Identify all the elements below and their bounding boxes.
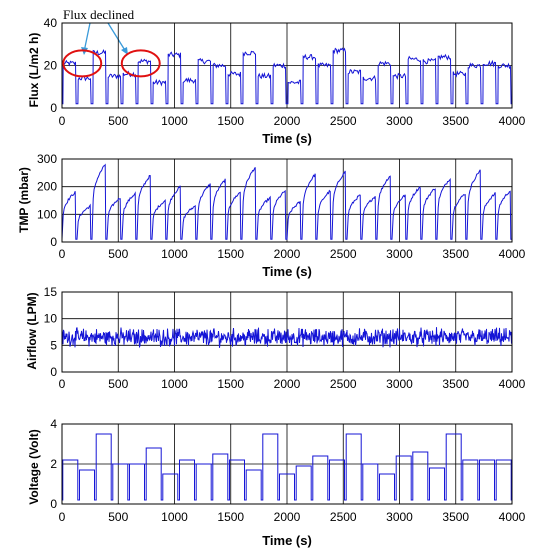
- flux-annotation-text: Flux declined: [63, 7, 135, 22]
- airflow-y-axis-label: Airflow (LPM): [25, 292, 39, 369]
- flux-x-tick-label: 4000: [499, 114, 526, 128]
- airflow-plot-frame: [61, 291, 513, 373]
- voltage-y-tick-label: 4: [50, 417, 57, 431]
- flux-x-tick-label: 2500: [330, 114, 357, 128]
- airflow-x-tick-label: 2000: [274, 377, 301, 391]
- voltage-x-tick-label: 2000: [274, 510, 301, 524]
- flux-x-axis-label: Time (s): [262, 131, 312, 146]
- voltage-y-tick-label: 0: [50, 497, 57, 511]
- tmp-y-tick-label: 100: [37, 207, 57, 221]
- flux-x-tick-label: 3500: [442, 114, 469, 128]
- tmp-x-tick-label: 1000: [161, 247, 188, 261]
- tmp-plot-frame: [61, 158, 513, 243]
- flux-x-tick-label: 2000: [274, 114, 301, 128]
- voltage-y-axis-label: Voltage (Volt): [27, 429, 41, 505]
- tmp-x-tick-label: 2000: [274, 247, 301, 261]
- airflow-series-line: [61, 327, 513, 349]
- flux-annotation-circle: [62, 49, 103, 78]
- flux-y-tick-label: 20: [44, 59, 58, 73]
- airflow-panel: Airflow (LPM) 0 500 1000 1500 2000 2500 3000 35…: [25, 285, 526, 391]
- tmp-y-tick-label: 200: [37, 180, 57, 194]
- tmp-x-tick-label: 3500: [442, 247, 469, 261]
- voltage-panel: Voltage (Volt) Time (s) 0 500 1000 1500 2000…: [27, 417, 526, 548]
- flux-x-tick-label: 3000: [386, 114, 413, 128]
- airflow-y-tick-label: 5: [50, 338, 57, 352]
- flux-annotation-circle: [120, 49, 161, 78]
- voltage-x-tick-label: 500: [108, 510, 128, 524]
- flux-series-line: [62, 47, 512, 105]
- airflow-x-tick-label: 4000: [499, 377, 526, 391]
- voltage-x-tick-label: 3000: [386, 510, 413, 524]
- voltage-x-tick-label: 4000: [499, 510, 526, 524]
- tmp-x-tick-label: 0: [59, 247, 66, 261]
- voltage-x-axis-label: Time (s): [262, 533, 312, 548]
- annotation-arrow-right: [107, 22, 127, 53]
- voltage-x-tick-label: 0: [59, 510, 66, 524]
- flux-x-tick-label: 1000: [161, 114, 188, 128]
- tmp-panel: TMP (mbar) Time (s) 0 500 1000 1500 2000 2500…: [17, 152, 526, 279]
- voltage-x-tick-label: 1500: [217, 510, 244, 524]
- annotation-arrowhead-right: [121, 47, 128, 55]
- airflow-x-tick-label: 1500: [217, 377, 244, 391]
- flux-y-axis-label: Flux (L/m2 h): [27, 33, 41, 108]
- voltage-x-tick-label: 1000: [161, 510, 188, 524]
- airflow-y-tick-label: 10: [44, 312, 58, 326]
- airflow-y-tick-label: 15: [44, 285, 58, 299]
- voltage-x-tick-label: 3500: [442, 510, 469, 524]
- flux-panel: Flux declined Flux (L/m2 h) Time (s) 0 50…: [27, 7, 526, 146]
- tmp-y-axis-label: TMP (mbar): [17, 167, 31, 233]
- airflow-x-tick-label: 1000: [161, 377, 188, 391]
- airflow-x-tick-label: 500: [108, 377, 128, 391]
- tmp-x-tick-label: 3000: [386, 247, 413, 261]
- tmp-y-tick-label: 300: [37, 152, 57, 166]
- airflow-x-tick-label: 3000: [386, 377, 413, 391]
- airflow-x-tick-label: 2500: [330, 377, 357, 391]
- tmp-x-tick-label: 2500: [330, 247, 357, 261]
- tmp-x-tick-label: 1500: [217, 247, 244, 261]
- flux-x-tick-label: 0: [59, 114, 66, 128]
- flux-y-tick-label: 0: [50, 101, 57, 115]
- tmp-y-tick-label: 0: [50, 235, 57, 249]
- voltage-x-tick-label: 2500: [330, 510, 357, 524]
- airflow-x-tick-label: 3500: [442, 377, 469, 391]
- voltage-y-tick-label: 2: [50, 457, 57, 471]
- tmp-x-tick-label: 500: [108, 247, 128, 261]
- annotation-arrow-left: [83, 22, 91, 53]
- voltage-series-line: [62, 433, 512, 501]
- tmp-series-line: [61, 163, 512, 240]
- voltage-plot-frame: [61, 423, 513, 505]
- flux-y-tick-label: 40: [44, 16, 58, 30]
- flux-x-tick-label: 500: [108, 114, 128, 128]
- airflow-y-tick-label: 0: [50, 365, 57, 379]
- flux-plot-frame: [61, 22, 513, 109]
- airflow-x-tick-label: 0: [59, 377, 66, 391]
- tmp-x-axis-label: Time (s): [262, 264, 312, 279]
- flux-x-tick-label: 1500: [217, 114, 244, 128]
- tmp-x-tick-label: 4000: [499, 247, 526, 261]
